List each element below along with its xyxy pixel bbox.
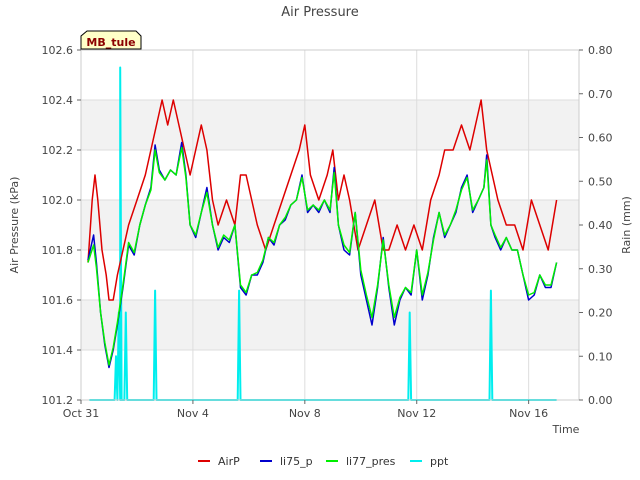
left-tick-label: 101.2 <box>42 394 74 407</box>
left-tick-label: 102.2 <box>42 144 74 157</box>
series-line-li77-pres <box>87 146 558 366</box>
background-band <box>81 100 579 150</box>
right-tick-label: 0.00 <box>588 394 613 407</box>
site-label: MB_tule <box>86 36 135 49</box>
x-axis-ticks: Oct 31 Nov 4 Nov 8 Nov 12 Nov 16 <box>63 400 548 420</box>
legend-label: li75_p <box>280 455 313 468</box>
right-tick-label: 0.50 <box>588 175 613 188</box>
right-tick-label: 0.80 <box>588 44 613 57</box>
right-tick-label: 0.30 <box>588 263 613 276</box>
left-axis-ticks: 101.2 101.4 101.6 101.8 102.0 102.2 102.4 102.6 <box>42 44 81 407</box>
left-axis-label: Air Pressure (kPa) <box>8 177 21 274</box>
right-tick-label: 0.40 <box>588 219 613 232</box>
legend: AirP li75_p li77_pres ppt <box>198 455 449 468</box>
left-tick-label: 102.4 <box>42 94 74 107</box>
x-tick-label: Nov 12 <box>397 407 436 420</box>
background-band <box>81 300 579 350</box>
left-tick-label: 101.6 <box>42 294 74 307</box>
chart-title: Air Pressure <box>281 5 359 20</box>
legend-label: li77_pres <box>346 455 396 468</box>
right-tick-label: 0.10 <box>588 350 613 363</box>
right-tick-label: 0.60 <box>588 132 613 145</box>
left-tick-label: 102.6 <box>42 44 74 57</box>
x-tick-label: Nov 16 <box>509 407 548 420</box>
right-tick-label: 0.20 <box>588 307 613 320</box>
right-axis-label: Rain (mm) <box>620 196 633 254</box>
x-tick-label: Nov 8 <box>289 407 321 420</box>
left-tick-label: 101.4 <box>42 344 74 357</box>
right-axis-ticks: 0.00 0.10 0.20 0.30 0.40 0.50 0.60 0.70 0.80 <box>579 44 613 407</box>
right-tick-label: 0.70 <box>588 88 613 101</box>
x-tick-label: Nov 4 <box>177 407 209 420</box>
x-axis-label: Time <box>552 423 580 436</box>
x-tick-label: Oct 31 <box>63 407 100 420</box>
left-tick-label: 102.0 <box>42 194 74 207</box>
series-line-airp <box>87 99 558 301</box>
legend-label: ppt <box>430 455 449 468</box>
left-tick-label: 101.8 <box>42 244 74 257</box>
site-label-box: MB_tule <box>80 30 142 50</box>
legend-label: AirP <box>218 455 240 468</box>
